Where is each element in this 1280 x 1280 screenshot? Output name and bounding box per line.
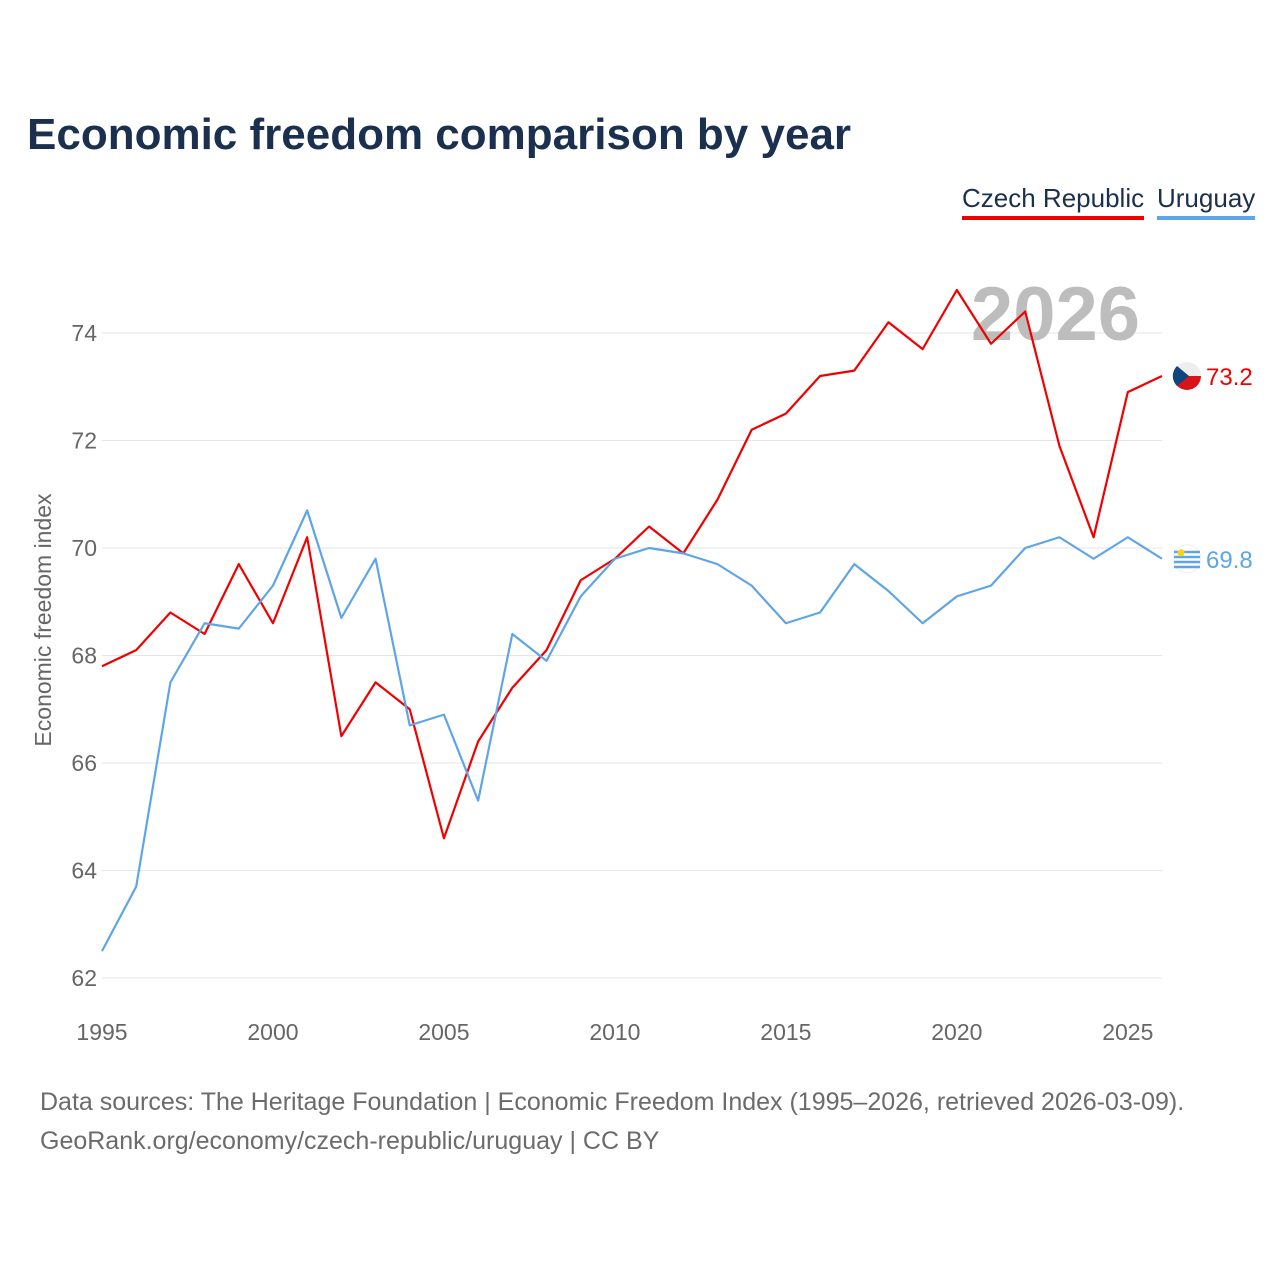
- uruguay-flag-sun: [1177, 549, 1185, 557]
- czech-flag-blue: [1172, 366, 1189, 386]
- end-value-label: 69.8: [1206, 547, 1253, 574]
- x-tick-label: 1995: [76, 1019, 127, 1045]
- chart-title: Economic freedom comparison by year: [27, 110, 852, 159]
- end-value-label: 73.2: [1206, 364, 1253, 391]
- series-line-uruguay: [101, 509, 1163, 952]
- y-tick-label: 66: [71, 750, 97, 776]
- x-tick-label: 2025: [1102, 1019, 1153, 1045]
- y-tick-label: 74: [71, 320, 97, 346]
- y-tick-label: 70: [71, 535, 97, 561]
- uruguay-flag-stripe: [1174, 555, 1200, 559]
- source-text: Data sources: The Heritage Foundation | …: [40, 1088, 1185, 1116]
- x-tick-label: 2010: [589, 1019, 640, 1045]
- y-tick-label: 62: [71, 965, 97, 991]
- x-tick-label: 2000: [247, 1019, 298, 1045]
- x-tick-label: 2005: [418, 1019, 469, 1045]
- uruguay-flag-icon: [1172, 544, 1202, 574]
- y-tick-label: 68: [71, 643, 97, 669]
- legend-uruguay[interactable]: Uruguay: [1157, 183, 1256, 220]
- source-link[interactable]: GeoRank.org/economy/czech-republic/urugu…: [40, 1127, 660, 1155]
- y-axis-label: Economic freedom index: [30, 493, 56, 747]
- y-tick-label: 72: [71, 428, 97, 454]
- series-line-czech-republic: [101, 288, 1163, 840]
- y-tick-label: 64: [71, 858, 97, 884]
- uruguay-flag-stripe: [1174, 550, 1200, 554]
- uruguay-flag-stripe: [1174, 560, 1200, 564]
- uruguay-flag-stripe: [1174, 565, 1200, 569]
- x-tick-label: 2020: [931, 1019, 982, 1045]
- year-annotation: 2026: [971, 272, 1140, 357]
- legend-czech-republic[interactable]: Czech Republic: [962, 183, 1145, 220]
- x-tick-label: 2015: [760, 1019, 811, 1045]
